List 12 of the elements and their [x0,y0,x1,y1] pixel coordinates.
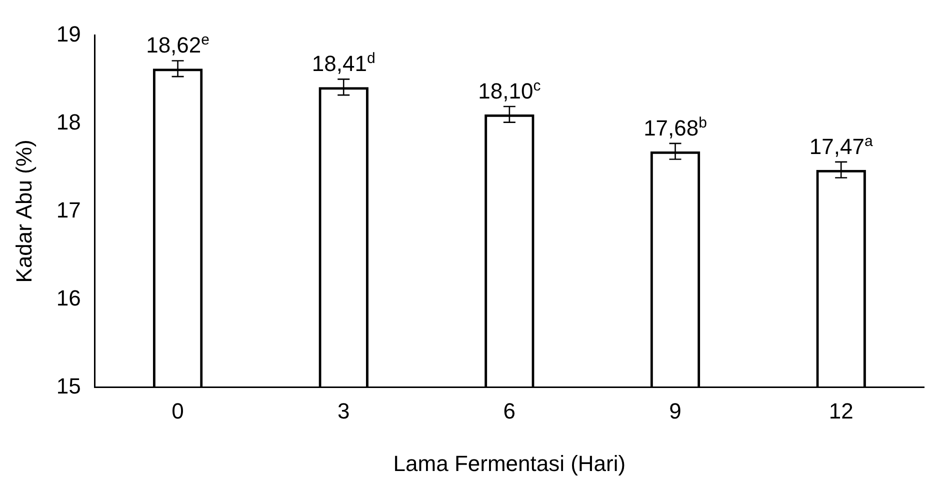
y-axis-title: Kadar Abu (%) [11,140,36,283]
x-tick-label: 9 [669,398,682,424]
x-tick-label: 0 [172,398,184,424]
y-tick-label: 19 [56,21,81,46]
y-tick-label: 17 [56,197,81,222]
x-tick-label: 12 [828,398,854,424]
y-tick-label: 18 [56,109,81,134]
x-axis-title: Lama Fermentasi (Hari) [393,450,626,476]
x-tick-label: 6 [503,398,516,424]
y-tick-label: 15 [56,373,81,398]
y-tick-label: 16 [56,285,81,310]
x-tick-label: 3 [337,398,350,424]
